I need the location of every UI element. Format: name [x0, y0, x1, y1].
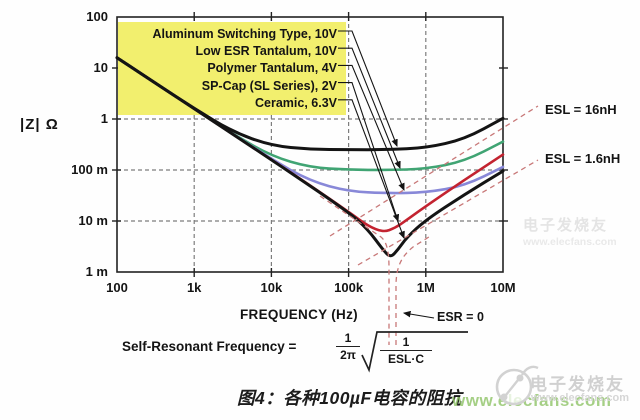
- watermark-brand-text: 电子发烧友: [530, 375, 625, 394]
- annotation-esr-0: ESR = 0: [437, 310, 484, 324]
- legend-item-tantalum: Low ESR Tantalum, 10V: [195, 44, 337, 59]
- x-axis-title: FREQUENCY (Hz): [240, 307, 358, 322]
- y-tick-label: 10: [93, 60, 108, 75]
- watermark-url-text: www.elecfans.com: [452, 391, 612, 410]
- formula-denominator-eslc: ESL·C: [388, 352, 424, 366]
- formula-denominator-2pi: 2π: [340, 348, 356, 362]
- legend-box: Aluminum Switching Type, 10V Low ESR Tan…: [118, 22, 346, 115]
- x-tick-label: 1k: [186, 280, 202, 295]
- watermark-corner-url: www.elecfans.com: [523, 236, 617, 248]
- formula-numerator-1b: 1: [402, 335, 410, 349]
- watermark-brand-url: www.elecfans.com: [531, 392, 630, 404]
- formula-fraction-1-over-eslc: 1 ESL·C: [370, 335, 442, 366]
- annotation-esl-16nh: ESL = 16nH: [545, 102, 617, 117]
- y-axis-tick-labels: 100 10 1 100 m 10 m 1 m: [0, 0, 108, 300]
- y-tick-label: 1: [100, 111, 108, 126]
- x-tick-label: 100: [106, 280, 128, 295]
- x-tick-label: 10M: [490, 280, 516, 295]
- y-tick-label: 1 m: [85, 264, 108, 279]
- y-tick-label: 10 m: [78, 213, 108, 228]
- legend-item-ceramic: Ceramic, 6.3V: [255, 95, 337, 110]
- formula-numerator-1: 1: [344, 331, 352, 345]
- x-tick-label: 10k: [260, 280, 283, 295]
- watermark-corner-brand: 电子发烧友: [523, 217, 609, 234]
- formula-lhs: Self-Resonant Frequency =: [122, 339, 297, 354]
- x-tick-label: 100k: [334, 280, 364, 295]
- x-tick-label: 1M: [416, 280, 435, 295]
- y-tick-label: 100: [86, 9, 108, 24]
- self-resonant-frequency-formula: Self-Resonant Frequency = 1 2π 1 ESL·C: [120, 325, 468, 377]
- figure-caption: 图4：各种100µF电容的阻抗: [237, 388, 462, 408]
- x-axis-tick-labels: 100 1k 10k 100k 1M 10M: [0, 280, 640, 298]
- y-tick-label: 100 m: [71, 162, 108, 177]
- y-axis-title: |Z| Ω: [20, 116, 59, 133]
- fraction-bar: [336, 346, 360, 347]
- elecfans-logo-icon: [495, 365, 539, 406]
- fraction-bar: [380, 350, 432, 351]
- legend-item-spcap: SP-Cap (SL Series), 2V: [201, 78, 337, 93]
- annotation-esl-1-6nh: ESL = 1.6nH: [545, 151, 621, 166]
- legend-item-polymer: Polymer Tantalum, 4V: [207, 61, 337, 76]
- legend-item-aluminum: Aluminum Switching Type, 10V: [152, 27, 337, 41]
